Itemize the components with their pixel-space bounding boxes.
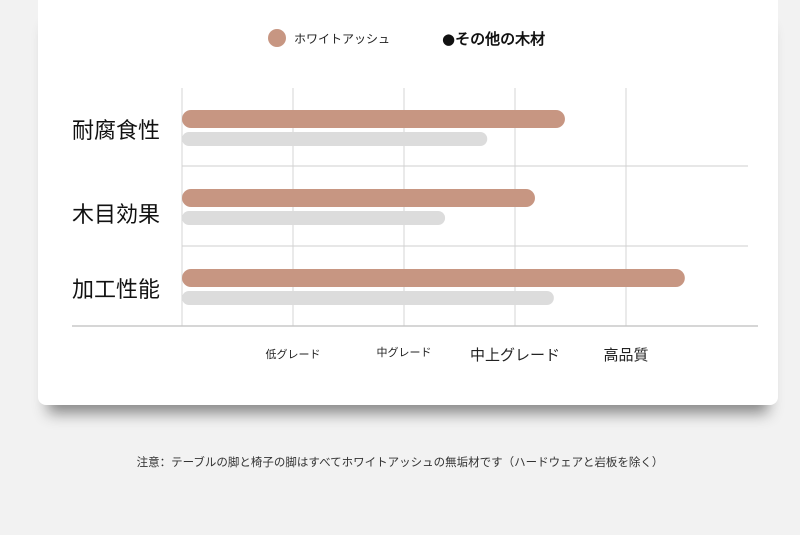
bar-white-ash-1 — [182, 189, 535, 207]
bar-other-wood-0 — [182, 132, 488, 146]
bottom-strip — [0, 535, 800, 551]
legend: ホワイトアッシュ ●その他の木材 — [268, 26, 545, 50]
x-tick-label-2: 中上グレード — [470, 346, 560, 364]
category-label-1: 木目効果 — [72, 203, 160, 228]
x-tick-label-0: 低グレード — [266, 347, 321, 361]
legend-label-white-ash: ホワイトアッシュ — [294, 31, 391, 46]
footnote: 注意：テーブルの脚と椅子の脚はすべてホワイトアッシュの無垢材です（ハードウェアと… — [136, 455, 664, 469]
x-tick-label-3: 高品質 — [603, 346, 648, 364]
bar-other-wood-1 — [182, 211, 446, 225]
category-label-2: 加工性能 — [72, 278, 160, 303]
category-label-0: 耐腐食性 — [72, 119, 160, 144]
bar-white-ash-0 — [182, 110, 565, 128]
x-tick-label-1: 中グレード — [377, 345, 432, 359]
legend-label-other-wood: ●その他の木材 — [442, 29, 546, 48]
x-tick-labels: 低グレード 中グレード 中上グレード 高品質 — [266, 345, 649, 364]
bar-other-wood-2 — [182, 291, 554, 305]
chart-bars — [182, 110, 685, 305]
legend-swatch-white-ash — [268, 29, 286, 47]
bar-white-ash-2 — [182, 269, 685, 287]
